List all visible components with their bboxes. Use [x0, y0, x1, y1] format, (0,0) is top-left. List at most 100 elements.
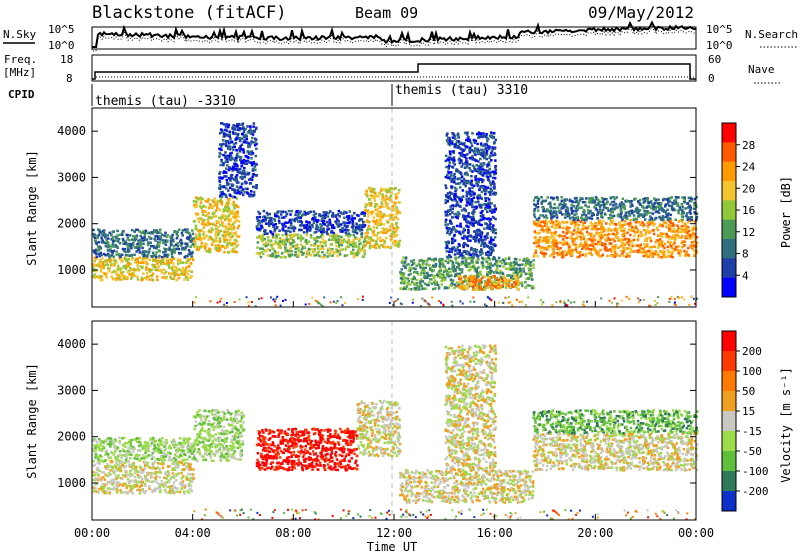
data-cell [503, 280, 507, 283]
data-cell [397, 245, 400, 248]
data-cell [489, 184, 493, 187]
data-cell [518, 267, 522, 270]
scatter-band [92, 256, 195, 282]
data-cell [444, 246, 448, 250]
data-cell [277, 246, 281, 249]
data-cell [177, 273, 180, 276]
data-cell [152, 254, 155, 257]
data-cell [494, 285, 497, 289]
data-cell [103, 229, 106, 232]
data-cell [162, 268, 166, 271]
data-cell [176, 258, 180, 261]
data-cell [481, 261, 484, 264]
data-cell [307, 211, 310, 214]
data-cell [482, 275, 485, 278]
data-cell [326, 225, 329, 228]
data-cell [461, 149, 465, 152]
data-cell [309, 210, 312, 214]
data-cell [381, 227, 385, 230]
data-cell [463, 154, 467, 157]
data-cell [470, 246, 473, 250]
data-cell [337, 234, 340, 238]
data-cell [467, 230, 470, 233]
data-cell [608, 248, 612, 251]
data-cell [487, 171, 490, 174]
data-cell [299, 239, 303, 242]
data-cell [181, 234, 184, 237]
data-cell [367, 198, 371, 201]
data-cell [242, 126, 245, 129]
data-cell [169, 242, 173, 245]
data-cell [171, 250, 174, 253]
data-cell [148, 258, 151, 262]
data-cell [284, 243, 287, 246]
data-cell [493, 275, 496, 278]
data-cell [453, 274, 457, 278]
data-cell [509, 265, 512, 268]
data-cell [255, 147, 258, 150]
data-cell [188, 276, 192, 279]
data-cell [101, 257, 104, 260]
data-cell [243, 172, 246, 175]
data-cell [338, 215, 341, 218]
nave-line [92, 76, 696, 80]
data-cell [465, 166, 468, 169]
data-cell [135, 250, 138, 253]
data-cell [453, 163, 456, 166]
data-cell [165, 275, 168, 279]
data-cell [218, 245, 222, 248]
data-cell [231, 126, 234, 130]
data-cell [340, 241, 343, 244]
data-cell [224, 144, 228, 147]
data-cell [479, 280, 482, 283]
data-cell [115, 261, 118, 264]
data-cell [314, 212, 317, 216]
data-cell [681, 234, 684, 238]
data-cell [274, 251, 277, 255]
data-cell [384, 246, 388, 249]
data-cell [477, 221, 480, 225]
data-cell [457, 261, 460, 265]
data-cell [172, 277, 175, 281]
data-cell [371, 245, 374, 248]
data-cell [456, 216, 459, 220]
data-cell [139, 234, 142, 238]
data-cell [217, 249, 220, 253]
data-cell [98, 275, 101, 278]
data-cell [500, 261, 504, 265]
data-cell [608, 223, 612, 226]
data-cell [481, 165, 484, 168]
data-cell [108, 255, 111, 259]
data-cell [136, 275, 139, 278]
data-cell [96, 249, 100, 252]
data-cell [668, 250, 672, 254]
data-cell [445, 186, 448, 190]
data-cell [369, 204, 373, 207]
data-cell [219, 148, 222, 151]
data-cell [219, 143, 222, 146]
data-cell [270, 244, 273, 248]
data-cell [453, 233, 456, 237]
data-cell [400, 261, 404, 264]
data-cell [493, 271, 496, 274]
data-cell [402, 264, 405, 267]
data-cell [227, 231, 231, 235]
data-cell [404, 266, 407, 270]
data-cell [661, 224, 664, 228]
data-cell [340, 229, 343, 233]
data-cell [384, 202, 388, 205]
data-cell [460, 151, 464, 155]
data-cell [289, 246, 292, 249]
data-cell [459, 199, 462, 203]
data-cell [304, 213, 307, 217]
data-cell [195, 237, 199, 241]
data-cell [97, 246, 101, 250]
data-cell [219, 128, 223, 131]
data-cell [482, 150, 486, 153]
data-cell [252, 161, 255, 164]
data-cell [342, 240, 345, 243]
data-cell [455, 261, 458, 264]
data-cell [406, 277, 410, 280]
data-cell [309, 247, 312, 251]
data-cell [491, 136, 494, 139]
